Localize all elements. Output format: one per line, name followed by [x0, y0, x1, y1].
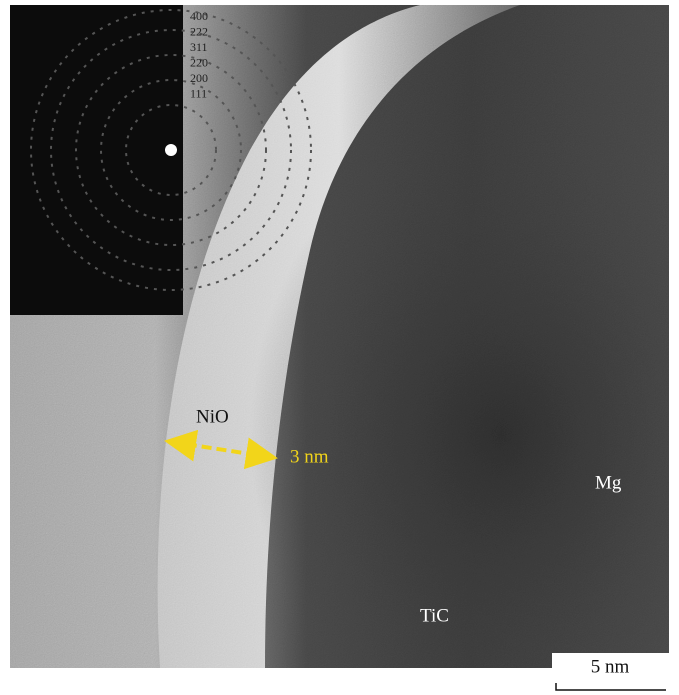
ring-label: 220: [190, 55, 208, 69]
scale-bar-label: 5 nm: [591, 656, 630, 677]
layer-label: NiO: [196, 406, 229, 427]
matrix-label: Mg: [595, 472, 622, 493]
ring-label: 400: [190, 9, 208, 23]
ring-label: 111: [190, 86, 207, 100]
ring-label: 311: [190, 40, 208, 54]
micrograph-figure: 400222 311220 200111 NiO 3 nm Mg TiC 5 nm: [0, 0, 679, 695]
thickness-label: 3 nm: [290, 446, 329, 467]
ring-label: 222: [190, 24, 208, 38]
particle-label: TiC: [420, 605, 449, 626]
ring-label: 200: [190, 71, 208, 85]
